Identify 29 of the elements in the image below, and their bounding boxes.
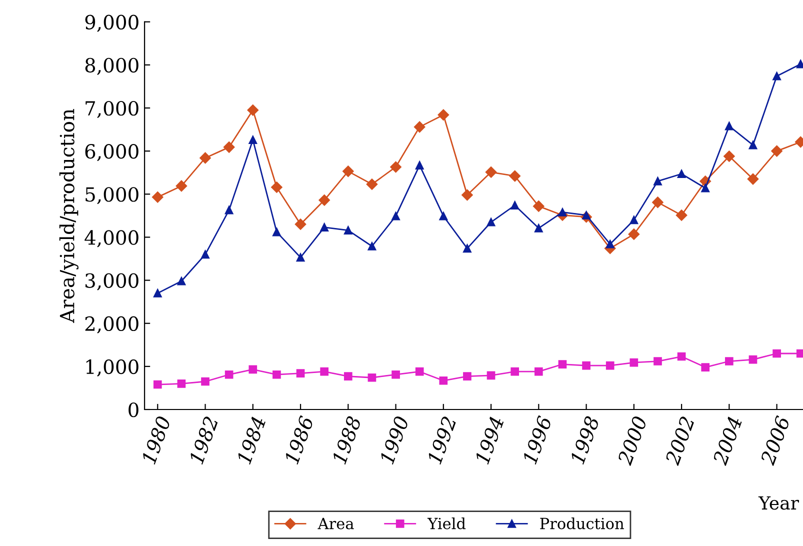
y-tick-label: 7,000 [86, 100, 138, 118]
x-tick-label: 1986 [284, 415, 314, 465]
y-tick-label: 9,000 [85, 14, 138, 32]
x-tick-label: 2000 [616, 415, 648, 466]
y-tick-label: 1,000 [86, 359, 138, 376]
y-tick-label: 8,000 [85, 58, 138, 75]
x-tick-label: 1982 [188, 416, 219, 465]
y-tick-label: 4,000 [84, 230, 138, 248]
x-tick-label: 2004 [712, 416, 742, 466]
legend-label: Yield [427, 517, 466, 530]
y-tick-label: 2,000 [85, 316, 138, 334]
x-tick-label: 1998 [570, 415, 600, 465]
legend-label: Area [318, 518, 354, 530]
y-tick-label: 3,000 [85, 273, 138, 290]
x-tick-label: 1994 [474, 416, 504, 465]
x-tick-label: 1996 [522, 415, 552, 465]
y-tick-label: 5,000 [86, 187, 138, 204]
x-tick-label: 1984 [236, 416, 266, 465]
x-tick-label: 2006 [760, 415, 790, 466]
y-tick-label: 6,000 [85, 144, 138, 162]
x-tick-label: 1992 [426, 416, 457, 465]
x-axis-title: Year [758, 496, 799, 510]
x-tick-label: 2002 [664, 416, 695, 466]
x-tick-label: 1980 [141, 415, 172, 465]
legend-label: Production [540, 517, 624, 530]
y-axis-title: Area/yield/production [59, 108, 78, 324]
x-tick-label: 1988 [332, 415, 362, 465]
x-tick-label: 1990 [379, 415, 410, 465]
y-tick-label: 0 [128, 402, 138, 418]
